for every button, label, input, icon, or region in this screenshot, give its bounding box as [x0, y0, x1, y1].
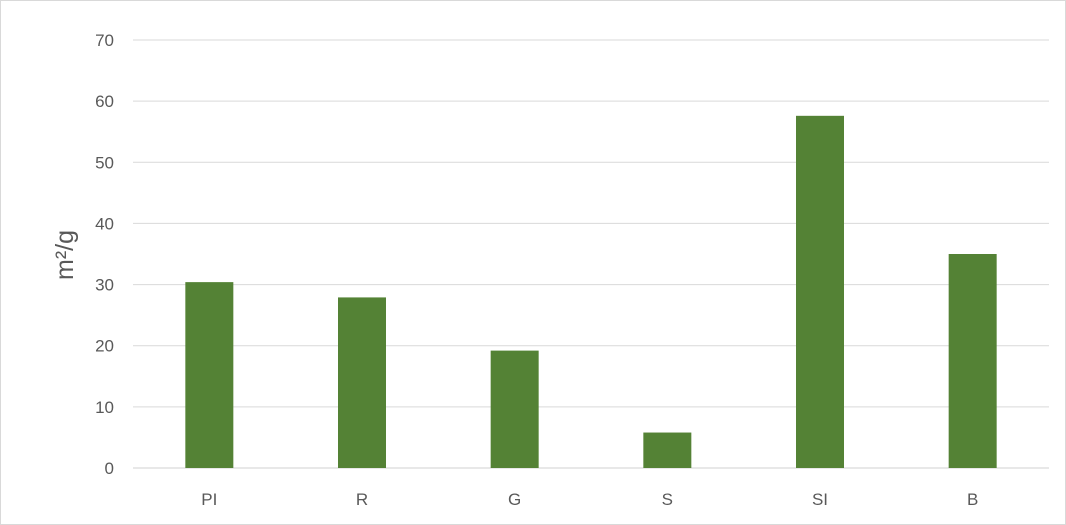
x-tick-label: G	[508, 490, 521, 509]
bar-si	[796, 115, 844, 469]
x-tick-label: B	[967, 490, 978, 509]
y-tick-label: 40	[95, 214, 114, 233]
y-tick-label: 60	[95, 92, 114, 111]
y-axis-title: m²/g	[51, 230, 79, 280]
x-tick-label: PI	[201, 490, 217, 509]
y-tick-label: 70	[95, 31, 114, 50]
y-tick-label: 30	[95, 276, 114, 295]
bar-s	[643, 432, 692, 468]
y-tick-label: 10	[95, 398, 114, 417]
bar-b	[948, 254, 997, 468]
bar-pi	[185, 282, 234, 468]
bar-g	[490, 350, 539, 468]
y-tick-label: 50	[95, 153, 114, 172]
bar-r	[338, 297, 386, 468]
x-tick-label: SI	[812, 490, 828, 509]
x-tick-label: S	[662, 490, 673, 509]
x-axis-ticks: PI R G S SI B	[201, 490, 978, 509]
y-axis-ticks: 0 10 20 30 40 50 60 70	[95, 31, 114, 478]
x-tick-label: R	[356, 490, 368, 509]
y-tick-label: 0	[105, 459, 114, 478]
y-tick-label: 20	[95, 337, 114, 356]
gridlines	[133, 39, 1049, 469]
bars	[185, 115, 997, 469]
